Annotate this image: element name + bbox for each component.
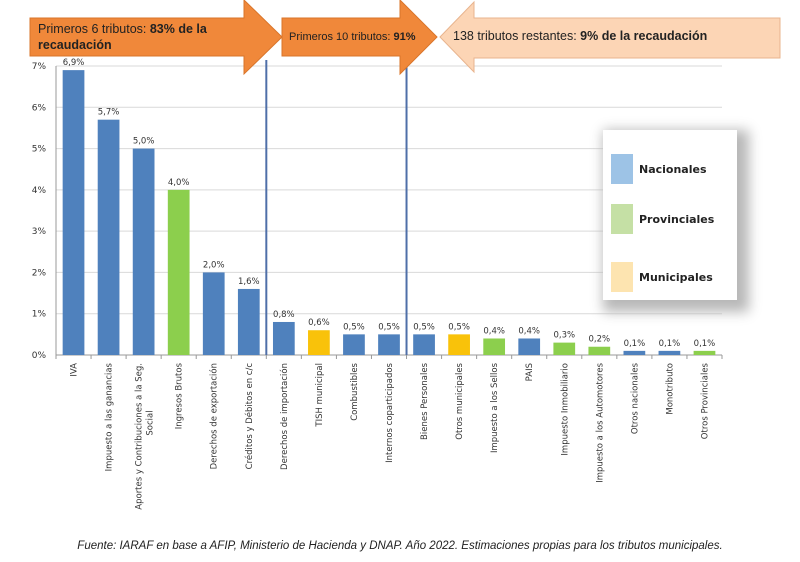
bar-chart: 0% 1% 2% 3% 4% 5% 6% 7% 6,9% IVA 5,7% Impuesto a la…	[29, 0, 781, 510]
x-tick-label: Internos coparticipados	[385, 362, 395, 462]
bar-impuesto-a-las-ganancias	[97, 119, 120, 356]
data-label: 0,4%	[483, 326, 505, 336]
bar-internos-coparticipados	[378, 334, 400, 355]
data-label: 0,3%	[553, 331, 575, 341]
x-tick-label: Aportes y Contribuciones a la Seg.Social	[135, 363, 156, 510]
bar-impuesto-inmobiliario	[553, 342, 576, 355]
legend: Nacionales Provinciales Municipales	[603, 130, 737, 300]
y-tick-label: 2%	[32, 268, 47, 278]
legend-label: Nacionales	[639, 162, 707, 176]
x-tick-label: Impuesto a las ganancias	[105, 362, 115, 471]
bar-pais	[518, 338, 541, 355]
data-label: 0,5%	[343, 322, 365, 332]
y-tick-label: 6%	[32, 103, 47, 113]
y-tick-label: 4%	[32, 186, 47, 196]
data-label: 0,5%	[413, 322, 435, 332]
x-tick-label: Créditos y Débitos en c/c	[244, 363, 255, 470]
data-label: 6,9%	[63, 58, 85, 68]
x-tick-label: Impuesto Inmobiliario	[560, 363, 570, 456]
legend-item-municipales: Municipales	[611, 262, 713, 292]
legend-item-nacionales: Nacionales	[611, 154, 707, 184]
arrow-remaining-text: 138 tributos restantes: 9% de la recauda…	[453, 29, 707, 43]
arrow-first-6-text: Primeros 6 tributos: 83% de la recaudació…	[38, 22, 208, 52]
x-tick-label: Combustibles	[350, 362, 360, 420]
y-tick-label: 1%	[32, 310, 47, 320]
bar-otros-provinciales	[693, 350, 716, 355]
legend-swatch	[611, 154, 633, 184]
arrow-first-10	[281, 0, 438, 76]
arrow-first-10-text: Primeros 10 tributos: 91%	[289, 31, 416, 43]
bar-impuesto-a-los-sellos	[483, 338, 506, 355]
bar-cr-ditos-y-d-bitos-en-c-c	[237, 288, 260, 355]
legend-swatch	[611, 262, 633, 292]
arrow-first-6	[29, 0, 283, 76]
bar-bienes-personales	[413, 334, 435, 355]
x-tick-label: Derechos de importación	[279, 363, 290, 470]
data-label: 1,6%	[238, 277, 260, 287]
y-tick-label: 0%	[32, 351, 47, 361]
x-tick-label: Derechos de exportación	[209, 363, 220, 469]
data-label: 2,0%	[203, 260, 225, 270]
bar-iva	[62, 70, 85, 355]
x-tick-label: Bienes Personales	[420, 362, 430, 440]
bar-otros-nacionales	[623, 350, 646, 355]
data-label: 0,8%	[273, 310, 295, 320]
data-label: 0,1%	[694, 339, 716, 349]
bar-ingresos-brutos	[167, 189, 190, 355]
x-tick-label: Impuesto a los Sellos	[490, 362, 500, 453]
x-tick-label: Otros municipales	[455, 362, 465, 439]
bar-tish-municipal	[308, 330, 330, 355]
bar-impuesto-a-los-automotores	[588, 346, 611, 355]
legend-item-provinciales: Provinciales	[611, 204, 714, 234]
data-label: 0,5%	[378, 322, 400, 332]
data-label: 0,4%	[518, 326, 540, 336]
bar-derechos-de-importaci-n	[272, 321, 295, 355]
y-tick-label: 3%	[32, 227, 47, 237]
x-tick-label: IVA	[70, 363, 80, 377]
x-tick-label: Ingresos Brutos	[175, 362, 185, 429]
bar-aportes-y-contribuciones-a-la-seg-social	[132, 148, 155, 355]
x-tick-label: Otros Provinciales	[700, 362, 710, 439]
arrow-remaining	[439, 0, 781, 74]
data-label: 0,1%	[624, 339, 646, 349]
data-label: 0,2%	[589, 335, 611, 345]
data-label: 0,5%	[448, 322, 470, 332]
x-tick-label: Otros nacionales	[630, 362, 640, 434]
y-tick-label: 7%	[32, 62, 47, 72]
data-label: 5,7%	[98, 108, 120, 118]
bar-derechos-de-exportaci-n	[202, 272, 225, 355]
x-tick-label: TISH municipal	[315, 363, 325, 428]
data-label: 0,1%	[659, 339, 681, 349]
bar-otros-municipales	[448, 334, 470, 355]
legend-swatch	[611, 204, 633, 234]
x-tick-label: PAIS	[525, 363, 535, 381]
data-label: 4,0%	[168, 178, 190, 188]
x-tick-label: Impuesto a los Automotores	[595, 362, 605, 482]
source-footnote: Fuente: IARAF en base a AFIP, Ministerio…	[77, 540, 723, 552]
x-tick-label: Monotributo	[665, 363, 675, 415]
y-tick-label: 5%	[32, 145, 47, 155]
bar-monotributo	[658, 350, 681, 355]
legend-label: Provinciales	[639, 212, 715, 226]
legend-label: Municipales	[639, 270, 713, 284]
data-label: 0,6%	[308, 318, 330, 328]
bar-combustibles	[343, 334, 365, 355]
data-label: 5,0%	[133, 137, 155, 147]
